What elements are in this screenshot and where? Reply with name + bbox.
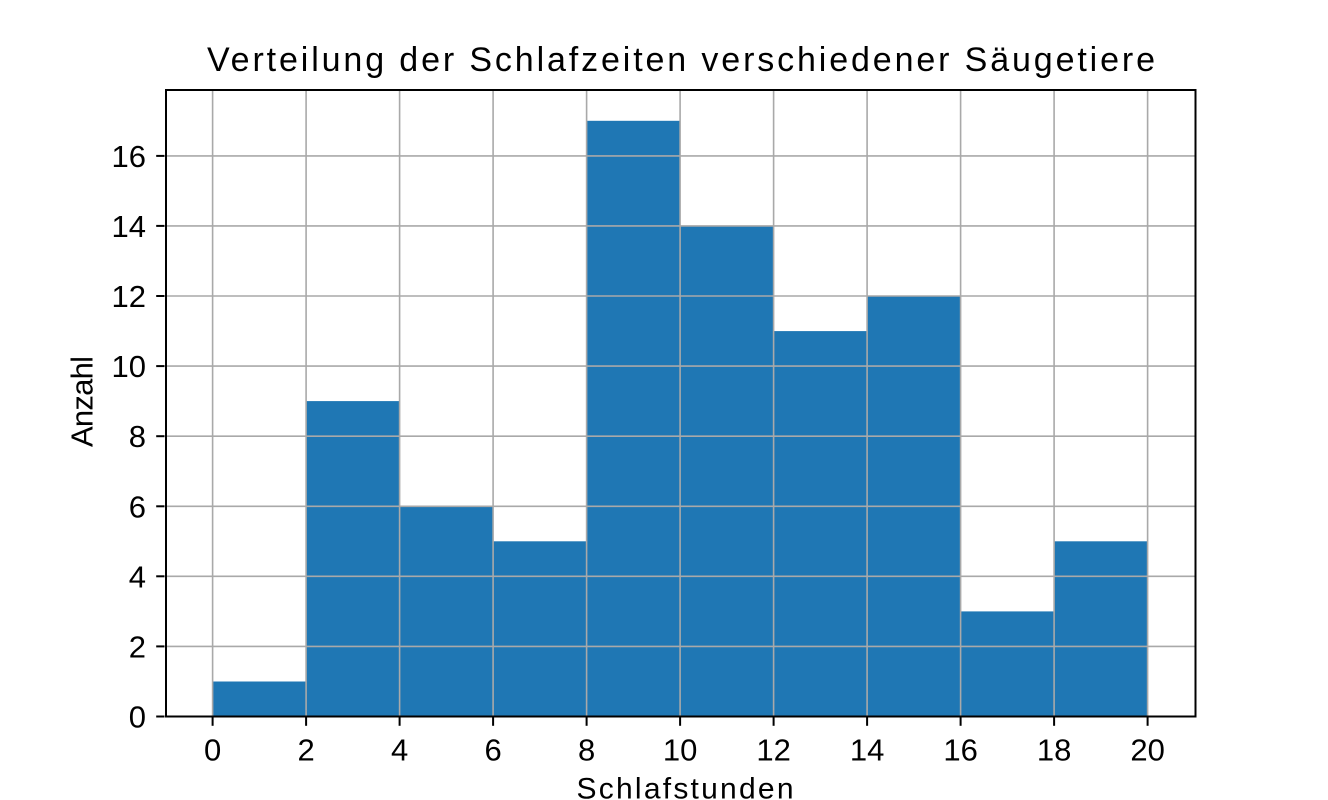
svg-text:0: 0	[204, 733, 221, 768]
svg-text:Verteilung der Schlafzeiten ve: Verteilung der Schlafzeiten verschiedene…	[207, 41, 1155, 79]
svg-text:14: 14	[112, 209, 146, 244]
svg-text:4: 4	[129, 559, 146, 594]
svg-text:2: 2	[297, 733, 314, 768]
svg-text:14: 14	[850, 733, 884, 768]
svg-text:6: 6	[484, 733, 501, 768]
svg-text:6: 6	[129, 489, 146, 524]
svg-text:18: 18	[1037, 733, 1071, 768]
svg-text:12: 12	[112, 279, 146, 314]
svg-text:0: 0	[129, 700, 146, 735]
svg-text:20: 20	[1130, 733, 1164, 768]
svg-text:2: 2	[129, 629, 146, 664]
svg-text:16: 16	[112, 139, 146, 174]
svg-text:Anzahl: Anzahl	[65, 356, 100, 447]
svg-text:16: 16	[943, 733, 977, 768]
svg-text:10: 10	[112, 349, 146, 384]
svg-text:4: 4	[391, 733, 408, 768]
svg-text:12: 12	[756, 733, 790, 768]
svg-text:10: 10	[663, 733, 697, 768]
svg-text:8: 8	[129, 419, 146, 454]
svg-text:8: 8	[578, 733, 595, 768]
svg-text:Schlafstunden: Schlafstunden	[577, 773, 794, 800]
